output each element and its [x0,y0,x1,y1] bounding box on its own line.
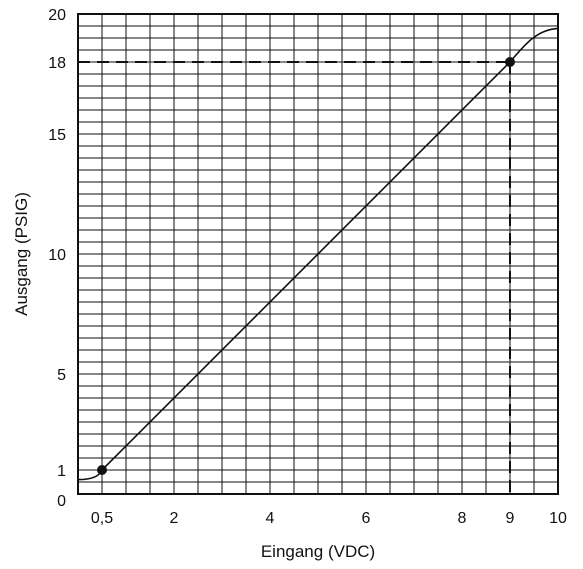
x-tick-label: 8 [458,510,467,527]
y-tick-label: 1 [57,463,66,480]
x-tick-label: 2 [170,510,179,527]
x-tick-label: 0,5 [91,510,113,527]
x-tick-label: 6 [362,510,371,527]
series-line [77,27,559,481]
x-tick-label: 4 [266,510,275,527]
grid [78,14,558,494]
x-tick-labels: 0,5 2 4 6 8 9 10 [91,510,567,527]
y-tick-label: 0 [57,493,66,510]
markers [97,57,515,475]
x-axis-title: Eingang (VDC) [261,542,375,561]
x-tick-label: 10 [549,510,567,527]
y-tick-label: 18 [48,55,66,72]
series [77,27,559,481]
y-tick-label: 5 [57,367,66,384]
plot-frame [77,13,559,495]
data-point [97,465,107,475]
y-tick-label: 10 [48,247,66,264]
data-point [505,57,515,67]
y-axis-title: Ausgang (PSIG) [12,192,31,316]
x-tick-label: 9 [506,510,515,527]
y-tick-label: 15 [48,127,66,144]
guide-lines [78,61,511,494]
y-tick-label: 20 [48,7,66,24]
